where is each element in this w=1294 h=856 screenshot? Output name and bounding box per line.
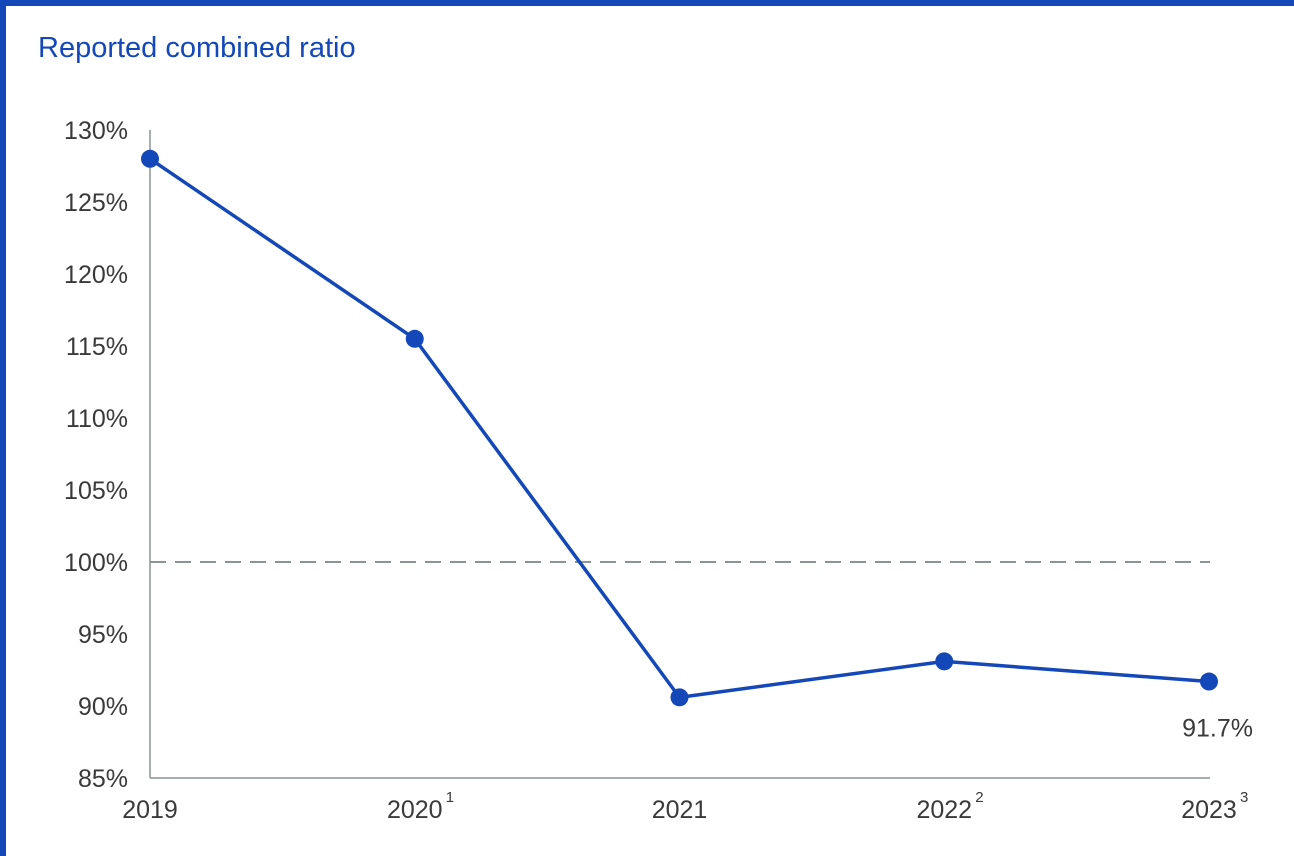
series-layer [141,149,1218,707]
chart-title: Reported combined ratio [38,32,356,64]
data-point-2021 [670,688,689,707]
data-labels: 91.7% [1182,715,1253,743]
x-tick-label: 2023 [1181,796,1237,824]
data-point-2022 [935,652,954,671]
y-tick-label: 100% [64,549,128,577]
y-tick-label: 90% [78,693,128,721]
data-point-2020 [405,329,424,348]
y-tick-label: 85% [78,765,128,793]
data-point-2023 [1200,672,1218,691]
y-tick-labels: 85% 90% 95% 100% 105% 110% 115% 120% 125% 130% [64,117,128,793]
y-tick-label: 130% [64,117,128,145]
x-tick-label: 2022 [916,796,972,824]
data-label: 91.7% [1182,715,1253,743]
y-tick-label: 110% [66,405,128,433]
x-tick-superscript: 2 [975,789,983,806]
x-tick-labels: 2019 2020 1 2021 2022 2 2023 3 [122,789,1248,824]
x-tick-label: 2019 [122,796,178,824]
x-tick-label: 2021 [652,796,708,824]
x-tick-superscript: 1 [446,789,454,806]
y-tick-label: 105% [64,477,128,505]
y-tick-label: 120% [64,261,128,289]
x-tick-superscript: 3 [1240,789,1248,806]
axes-layer [149,130,1210,779]
data-point-2019 [141,149,159,168]
y-tick-label: 115% [66,333,128,361]
y-tick-label: 95% [78,621,128,649]
series-line [149,157,1210,700]
y-tick-label: 125% [64,189,128,217]
x-tick-label: 2020 [387,796,443,824]
